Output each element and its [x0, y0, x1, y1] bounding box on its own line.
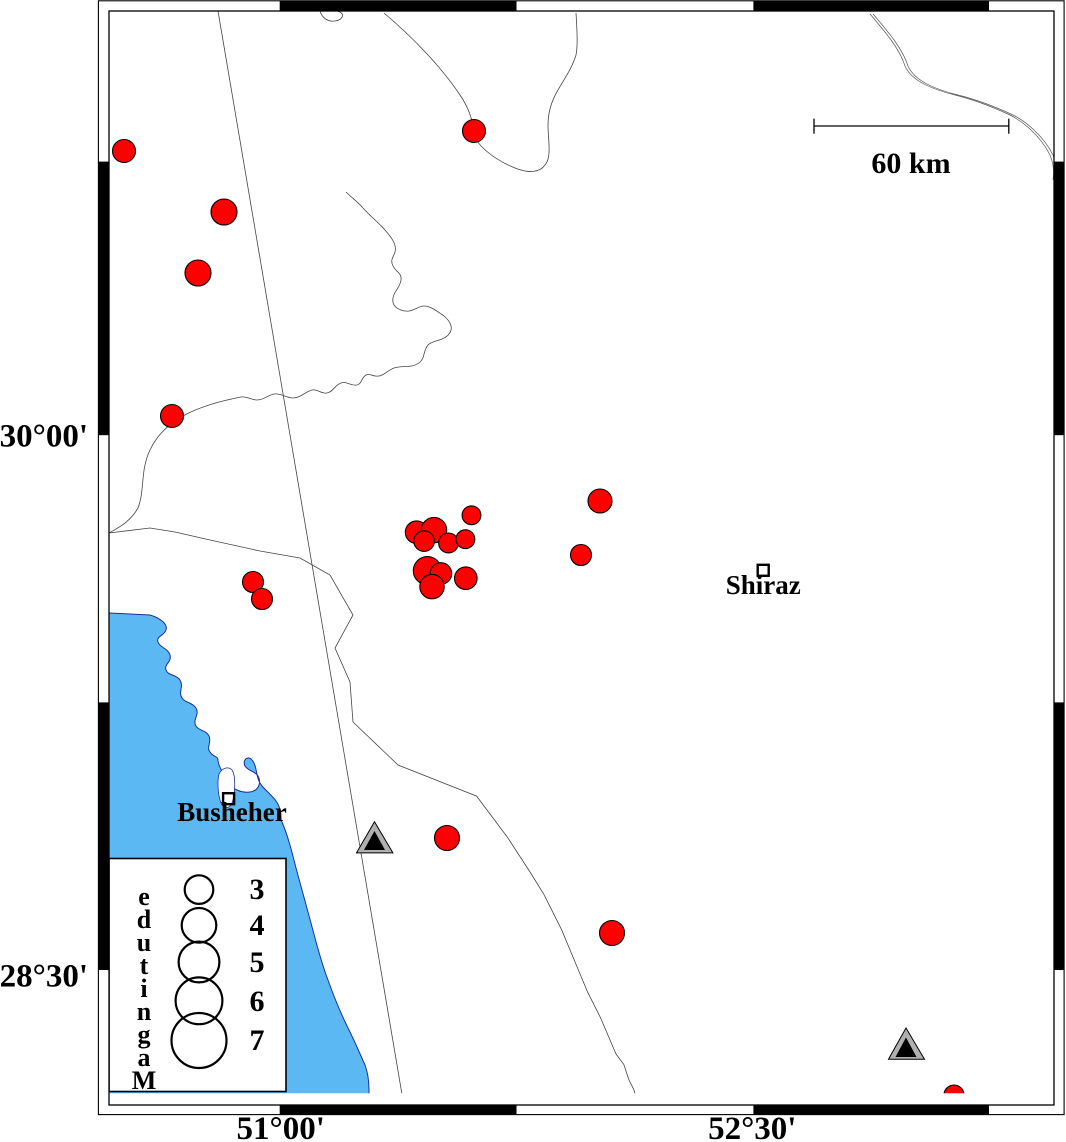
- svg-text:6: 6: [250, 985, 265, 1018]
- svg-text:Busheher: Busheher: [177, 797, 287, 827]
- svg-text:7: 7: [250, 1024, 265, 1057]
- svg-text:52°30': 52°30': [708, 1111, 796, 1142]
- svg-text:M: M: [132, 1066, 157, 1095]
- svg-text:28°30': 28°30': [0, 959, 88, 995]
- svg-text:60 km: 60 km: [871, 147, 950, 180]
- svg-text:3: 3: [250, 873, 265, 906]
- svg-text:30°00': 30°00': [0, 418, 88, 454]
- svg-text:5: 5: [250, 946, 265, 979]
- svg-text:51°00': 51°00': [237, 1111, 325, 1142]
- svg-text:4: 4: [250, 909, 265, 942]
- svg-text:Shiraz: Shiraz: [726, 570, 801, 600]
